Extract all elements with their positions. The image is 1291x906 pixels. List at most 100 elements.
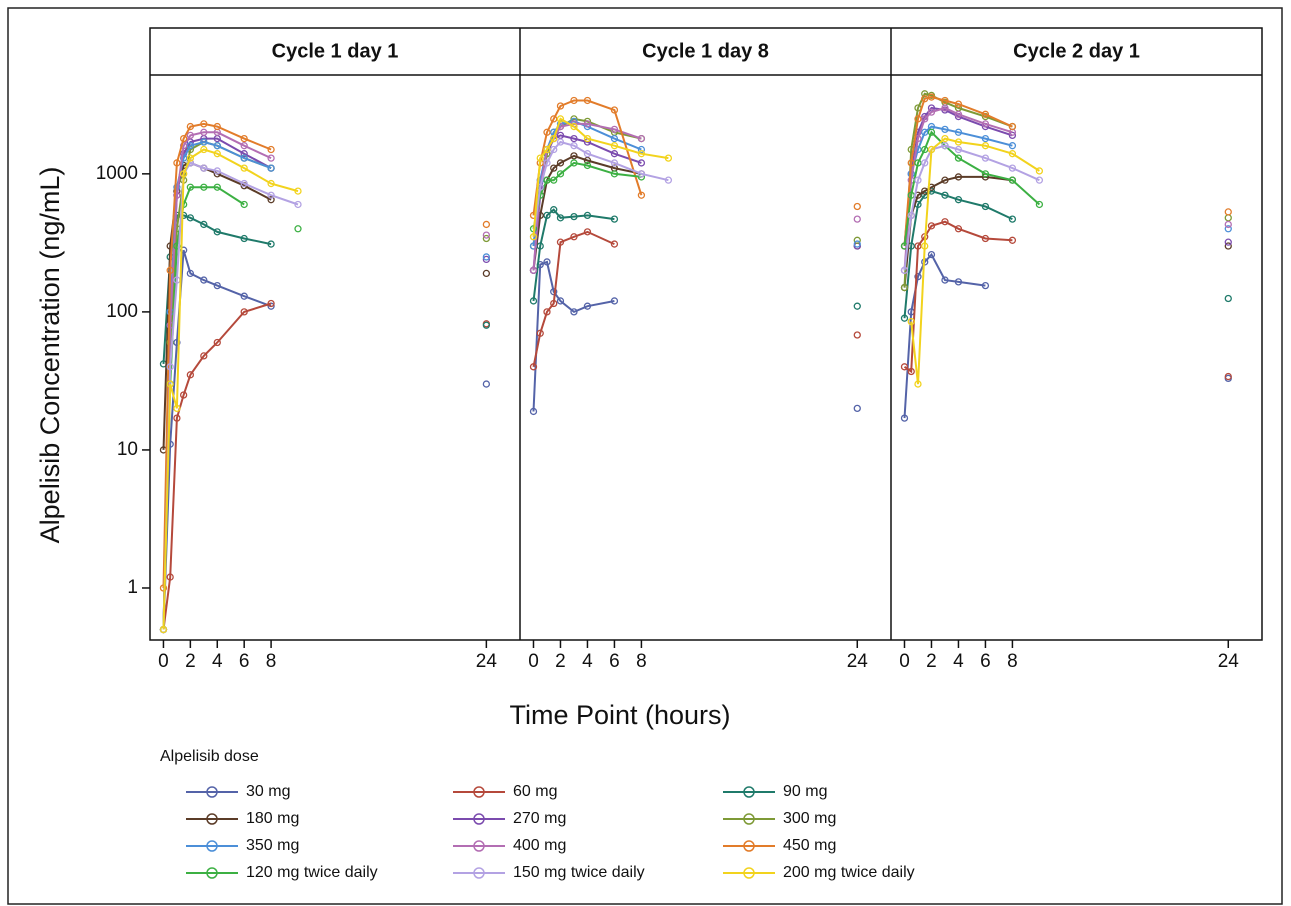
- data-point: [610, 142, 619, 150]
- data-point: [900, 283, 909, 292]
- data-point: [907, 211, 915, 220]
- data-point: [267, 196, 275, 204]
- series-line: [534, 135, 858, 270]
- data-point: [954, 112, 963, 121]
- data-point: [240, 200, 248, 209]
- data-point: [240, 150, 248, 158]
- series-line: [164, 142, 487, 630]
- data-point: [294, 225, 302, 233]
- data-point: [482, 231, 491, 239]
- data-point: [213, 228, 221, 236]
- data-point: [166, 380, 174, 388]
- data-point: [927, 145, 936, 154]
- data-point: [954, 110, 963, 118]
- series-line: [903, 130, 1041, 247]
- data-point: [921, 95, 929, 103]
- data-point: [556, 170, 565, 178]
- data-point: [267, 240, 275, 248]
- data-point: [240, 179, 248, 188]
- data-point: [954, 128, 963, 136]
- data-point: [1224, 294, 1232, 303]
- data-point: [637, 150, 646, 158]
- legend-label: 30 mg: [246, 783, 290, 800]
- data-point: [921, 128, 929, 136]
- x-tick-label: 6: [239, 651, 250, 672]
- data-point: [637, 191, 646, 199]
- data-point: [1224, 372, 1232, 381]
- x-tick-label: 8: [266, 651, 277, 672]
- data-point: [529, 363, 538, 371]
- data-point: [536, 176, 544, 184]
- data-point: [550, 288, 558, 296]
- data-point: [941, 125, 949, 134]
- legend-marker: [743, 786, 755, 798]
- data-point: [213, 150, 221, 158]
- data-point: [200, 183, 208, 191]
- data-point: [1008, 131, 1017, 140]
- x-tick-label: 24: [847, 651, 869, 672]
- data-point: [1008, 150, 1017, 158]
- data-point: [543, 308, 551, 316]
- data-point: [159, 584, 168, 592]
- data-point: [200, 128, 208, 136]
- series-line: [905, 94, 1229, 288]
- data-point: [173, 159, 181, 167]
- data-point: [664, 154, 673, 162]
- data-point: [543, 159, 551, 167]
- legend-label: 200 mg twice daily: [783, 864, 915, 881]
- data-point: [200, 352, 208, 360]
- legend-marker: [206, 840, 218, 852]
- data-point: [166, 573, 174, 581]
- data-point: [610, 125, 619, 134]
- data-point: [186, 269, 195, 278]
- legend-marker: [206, 786, 218, 798]
- data-point: [556, 102, 565, 110]
- data-point: [556, 159, 565, 167]
- x-tick-label: 2: [185, 651, 196, 672]
- data-point: [1035, 200, 1044, 209]
- legend-label: 300 mg: [783, 810, 836, 827]
- data-point: [637, 145, 646, 154]
- data-point: [550, 134, 558, 143]
- data-point: [570, 212, 578, 221]
- series-line: [164, 215, 487, 364]
- legend-marker: [206, 813, 218, 825]
- data-point: [941, 142, 949, 150]
- data-point: [853, 331, 861, 339]
- data-point: [981, 281, 990, 290]
- data-point: [954, 196, 963, 204]
- data-point: [1224, 242, 1232, 250]
- data-point: [927, 250, 936, 259]
- x-tick-label: 8: [1007, 651, 1018, 672]
- x-tick-label: 2: [555, 651, 566, 672]
- y-tick-label: 10: [117, 439, 138, 460]
- data-point: [900, 266, 909, 274]
- data-point: [1008, 176, 1017, 184]
- data-point: [900, 414, 909, 422]
- data-point: [267, 191, 275, 199]
- data-point: [556, 238, 565, 246]
- data-point: [556, 297, 565, 305]
- plot-frame: [149, 27, 1263, 641]
- panel-title: Cycle 2 day 1: [1013, 40, 1140, 62]
- data-point: [1224, 214, 1232, 222]
- data-point: [941, 134, 949, 143]
- data-point: [529, 407, 538, 416]
- data-point: [954, 173, 963, 181]
- data-point: [536, 154, 544, 162]
- data-point: [914, 104, 922, 112]
- data-point: [570, 152, 578, 160]
- x-tick-label: 24: [476, 651, 498, 672]
- data-point: [550, 206, 558, 214]
- data-point: [583, 96, 592, 105]
- data-point: [583, 156, 592, 165]
- series-line: [164, 142, 487, 630]
- data-point: [550, 115, 558, 123]
- data-point: [927, 93, 936, 101]
- x-tick-label: 4: [582, 651, 593, 672]
- x-tick-label: 8: [636, 651, 647, 672]
- data-point: [570, 159, 578, 167]
- data-point: [583, 150, 592, 158]
- data-point: [173, 404, 181, 413]
- data-point: [610, 159, 619, 167]
